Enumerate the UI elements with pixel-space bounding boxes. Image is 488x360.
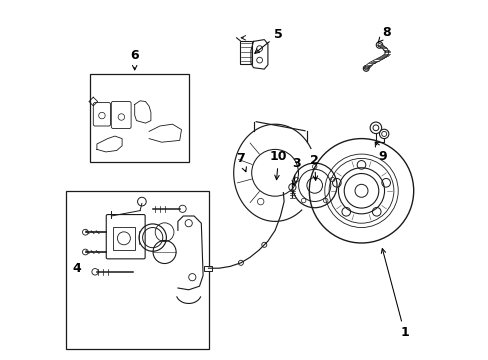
Text: 9: 9: [374, 142, 386, 163]
Circle shape: [379, 129, 388, 139]
Circle shape: [375, 42, 382, 48]
Text: 6: 6: [130, 49, 139, 62]
Text: 10: 10: [269, 150, 287, 180]
Bar: [113, 227, 134, 250]
Circle shape: [363, 66, 368, 71]
Text: 8: 8: [377, 26, 390, 43]
Text: 3: 3: [291, 157, 301, 185]
Circle shape: [369, 122, 381, 134]
Circle shape: [261, 242, 266, 247]
Text: 4: 4: [73, 262, 81, 275]
Circle shape: [238, 260, 243, 265]
Text: 1: 1: [381, 249, 408, 339]
Bar: [89, 74, 188, 162]
Text: 5: 5: [254, 28, 283, 53]
Bar: [66, 191, 208, 349]
Text: 2: 2: [310, 154, 319, 180]
Text: 7: 7: [236, 152, 246, 172]
Bar: [204, 266, 212, 271]
Bar: [240, 41, 251, 64]
